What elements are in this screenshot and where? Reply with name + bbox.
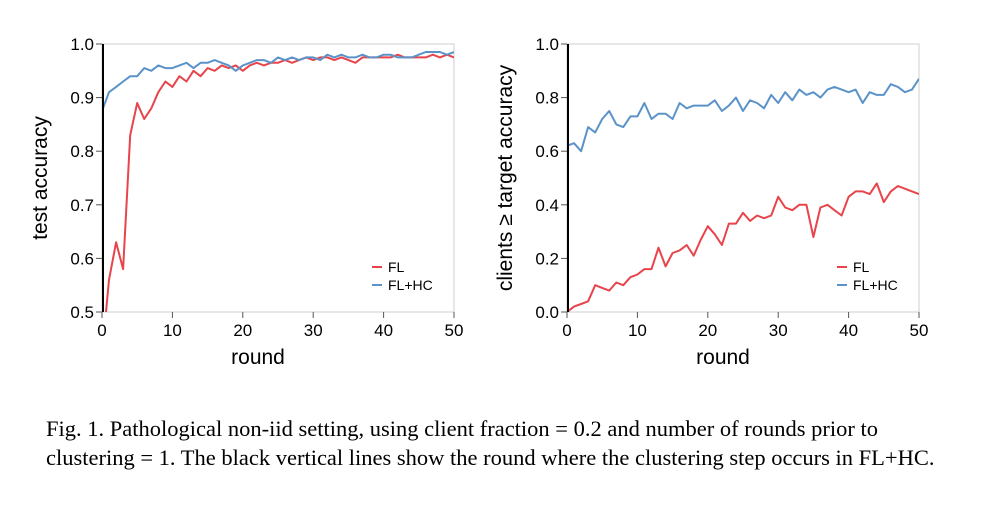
y-tick-label: 0.6: [535, 142, 559, 161]
x-axis-title: round: [231, 346, 285, 369]
x-tick-label: 50: [910, 321, 929, 340]
plot-area: [567, 78, 919, 312]
x-tick-label: 0: [97, 321, 106, 340]
y-tick-label: 0.6: [70, 249, 94, 268]
y-tick-label: 0.9: [70, 89, 94, 108]
y-tick-label: 0.2: [535, 249, 559, 268]
legend-label: FL+HC: [388, 277, 433, 293]
legend-label: FL+HC: [853, 277, 898, 293]
y-tick-label: 0.0: [535, 303, 559, 322]
x-tick-label: 40: [374, 321, 393, 340]
y-tick-label: 0.4: [535, 196, 559, 215]
series-fl-line: [567, 182, 919, 312]
x-tick-label: 50: [445, 321, 464, 340]
y-axis-title: clients ≥ target accuracy: [494, 64, 517, 291]
chart-2: 0.0 0.2 0.4 0.6 0.8 1.0 0 10 20 30 40 50 round client…: [494, 35, 928, 369]
series-fl-line: [104, 53, 454, 312]
x-tick-label: 20: [698, 321, 717, 340]
series-fl-hc-line: [567, 78, 919, 153]
y-tick-label: 1.0: [70, 35, 94, 54]
series-fl-hc-line: [102, 51, 454, 112]
x-axis-title: round: [696, 346, 750, 369]
y-tick-label: 1.0: [535, 35, 559, 54]
chart-1: 0.5 0.6 0.7 0.8 0.9 1.0 0 10 20 30 40 50 round test a…: [29, 35, 463, 369]
y-tick-label: 0.7: [70, 196, 94, 215]
y-tick-label: 0.8: [535, 89, 559, 108]
x-tick-label: 40: [839, 321, 858, 340]
x-tick-label: 10: [628, 321, 647, 340]
y-axis-title: test accuracy: [29, 116, 52, 240]
y-tick-label: 0.8: [70, 142, 94, 161]
x-tick-label: 0: [562, 321, 571, 340]
x-tick-label: 30: [769, 321, 788, 340]
figure-charts: 0.5 0.6 0.7 0.8 0.9 1.0 0 10 20 30 40 50 round test a…: [29, 35, 928, 369]
legend-label: FL: [853, 259, 870, 275]
legend-label: FL: [388, 259, 405, 275]
x-tick-label: 20: [233, 321, 252, 340]
figure-caption: Fig. 1. Pathological non-iid setting, us…: [46, 416, 935, 470]
y-tick-label: 0.5: [70, 303, 94, 322]
plot-area: [102, 51, 454, 312]
x-tick-label: 10: [163, 321, 182, 340]
x-tick-label: 30: [304, 321, 323, 340]
